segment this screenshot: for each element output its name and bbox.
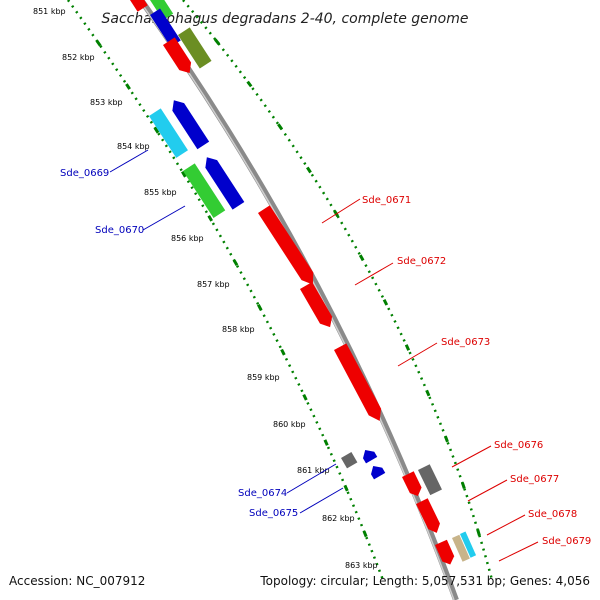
leader-sde-0678: [486, 514, 526, 536]
kbp-tick-label: 855 kbp: [144, 188, 177, 197]
gene-sde-0669[interactable]: [149, 108, 188, 158]
gene-label-sde-0669[interactable]: Sde_0669: [60, 168, 109, 179]
gene-label-sde-0675[interactable]: Sde_0675: [249, 508, 298, 519]
reverse-leader-lines: [109, 149, 344, 514]
kbp-tick-label: 854 kbp: [117, 142, 150, 151]
kbp-tick-label: 853 kbp: [90, 98, 123, 107]
kbp-tick-labels: 851 kbp 852 kbp 853 kbp 854 kbp 855 kbp …: [33, 7, 378, 570]
outer-major-tick: [246, 80, 253, 88]
kbp-tick-label: 852 kbp: [62, 53, 95, 62]
gene-sde-0676[interactable]: [402, 471, 424, 498]
gene-sde-0679[interactable]: [460, 531, 477, 558]
inner-major-tick: [232, 259, 239, 267]
gene-sde-0673[interactable]: [334, 343, 386, 424]
gene-sde-0671[interactable]: [258, 205, 319, 288]
gene-sde-0677[interactable]: [416, 498, 443, 535]
inner-major-tick: [323, 439, 329, 446]
inner-major-ticks: [95, 39, 368, 538]
forward-strand-genes: [163, 27, 477, 567]
kbp-tick-label: 857 kbp: [197, 280, 230, 289]
outer-dotted-track: [182, 0, 494, 581]
outer-major-tick: [214, 38, 221, 46]
leader-sde-0675: [299, 487, 344, 514]
gene-label-sde-0676[interactable]: Sde_0676: [494, 440, 543, 451]
kbp-tick-label: 851 kbp: [33, 7, 66, 16]
outer-major-tick: [277, 123, 284, 131]
inner-major-tick: [207, 215, 213, 222]
reverse-gene-labels: Sde_0669 Sde_0670 Sde_0674 Sde_0675: [60, 168, 298, 519]
gene-sde-0678[interactable]: [435, 539, 457, 567]
gene-label-sde-0672[interactable]: Sde_0672: [397, 256, 446, 267]
kbp-tick-label: 861 kbp: [297, 466, 330, 475]
leader-sde-0670: [142, 205, 186, 231]
gene-blue-855[interactable]: [201, 153, 245, 210]
leader-sde-0679: [498, 541, 539, 562]
gene-red-852[interactable]: [163, 37, 195, 76]
gene-sde-0670[interactable]: [183, 163, 226, 218]
genome-backbone: [138, 0, 459, 600]
outer-major-tick: [425, 389, 431, 397]
gene-label-sde-0673[interactable]: Sde_0673: [441, 337, 490, 348]
gene-green-top[interactable]: [150, 0, 174, 21]
outer-major-tick: [382, 299, 389, 306]
gene-blue-853[interactable]: [168, 96, 210, 150]
forward-gene-labels: Sde_0671 Sde_0672 Sde_0673 Sde_0676 Sde_…: [362, 195, 591, 547]
outer-major-tick: [460, 482, 466, 489]
leader-sde-0671: [321, 198, 361, 224]
gene-tan-862[interactable]: [452, 534, 470, 562]
gene-olive-852[interactable]: [178, 27, 212, 69]
accession-text: Accession: NC_007912: [9, 574, 146, 588]
outer-major-tick: [358, 254, 365, 262]
gene-sde-0675[interactable]: [368, 463, 386, 480]
inner-major-tick: [362, 530, 368, 538]
inner-major-tick: [343, 484, 349, 492]
outer-major-tick: [404, 344, 411, 351]
kbp-tick-label: 862 kbp: [322, 514, 355, 523]
inner-major-tick: [181, 170, 187, 178]
kbp-tick-label: 856 kbp: [171, 234, 204, 243]
outer-major-tick: [306, 166, 312, 174]
gene-gray-861[interactable]: [418, 464, 442, 496]
leader-sde-0669: [109, 149, 149, 173]
inner-dotted-track: [66, 0, 385, 581]
gene-label-sde-0679[interactable]: Sde_0679: [542, 536, 591, 547]
gene-blue-861a[interactable]: [360, 447, 378, 464]
gene-label-sde-0678[interactable]: Sde_0678: [528, 509, 577, 520]
outer-major-tick: [443, 435, 449, 443]
inner-major-tick: [95, 39, 102, 47]
inner-major-tick: [153, 126, 160, 134]
inner-major-tick: [280, 348, 286, 356]
leader-sde-0672: [354, 262, 394, 286]
gene-sde-0672[interactable]: [300, 282, 336, 331]
forward-leader-lines: [321, 198, 539, 562]
kbp-tick-label: 860 kbp: [273, 420, 306, 429]
gene-label-sde-0670[interactable]: Sde_0670: [95, 225, 144, 236]
gene-sde-0674[interactable]: [341, 452, 358, 469]
leader-sde-0677: [467, 479, 508, 502]
leader-sde-0676: [451, 445, 492, 468]
kbp-tick-label: 859 kbp: [247, 373, 280, 382]
inner-major-tick: [256, 303, 263, 311]
gene-label-sde-0674[interactable]: Sde_0674: [238, 488, 287, 499]
kbp-tick-label: 858 kbp: [222, 325, 255, 334]
gene-label-sde-0677[interactable]: Sde_0677: [510, 474, 559, 485]
genome-title: Saccharophagus degradans 2-40, complete …: [102, 11, 469, 27]
gene-red-top-left[interactable]: [130, 0, 148, 12]
inner-major-tick: [302, 393, 308, 401]
topology-text: Topology: circular; Length: 5,057,531 bp…: [260, 574, 590, 588]
gene-label-sde-0671[interactable]: Sde_0671: [362, 195, 411, 206]
leader-sde-0674: [286, 463, 337, 494]
gene-blue-top[interactable]: [150, 8, 181, 47]
reverse-strand-genes: [130, 0, 386, 480]
leader-sde-0673: [397, 342, 438, 367]
inner-major-tick: [125, 83, 131, 90]
kbp-tick-label: 863 kbp: [345, 561, 378, 570]
outer-major-ticks: [214, 38, 481, 536]
outer-major-tick: [476, 529, 481, 536]
